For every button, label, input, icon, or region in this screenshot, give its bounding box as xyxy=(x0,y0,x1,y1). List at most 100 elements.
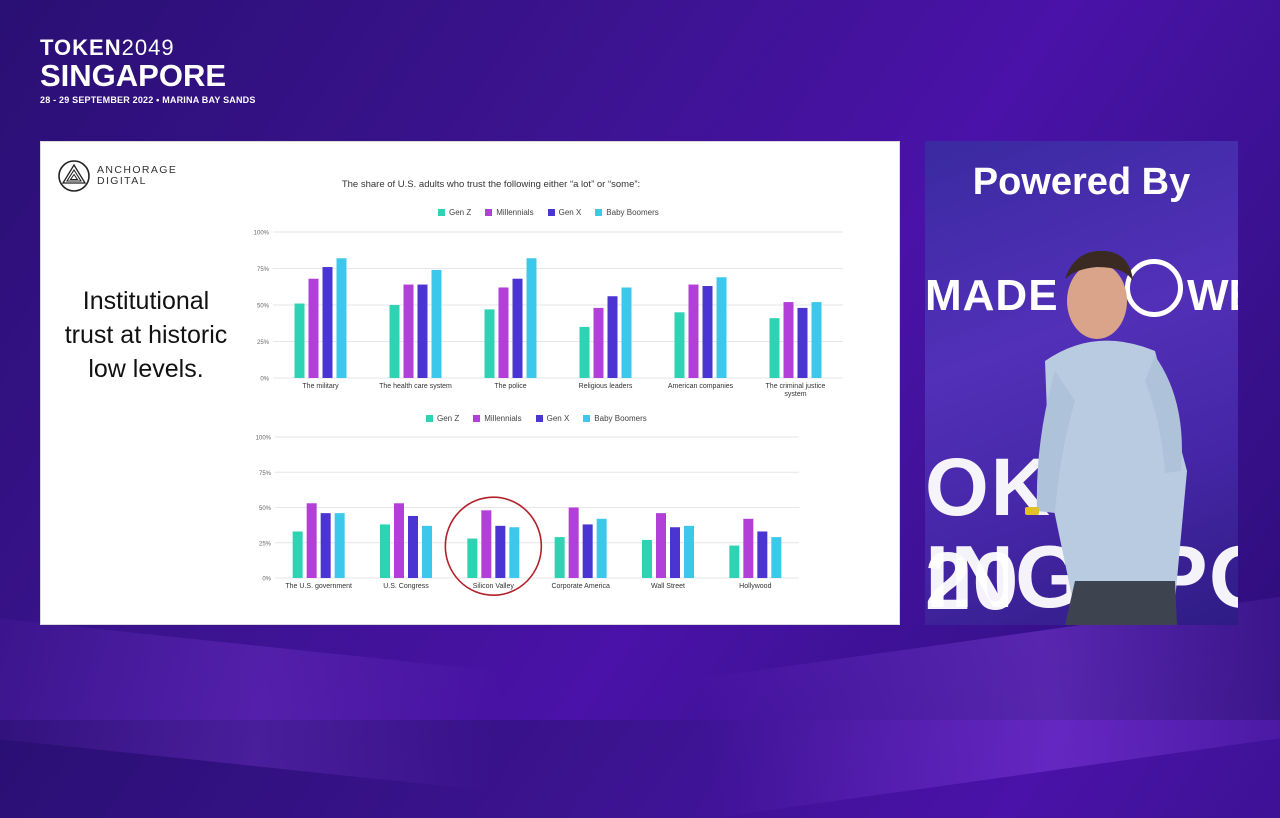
chart1-y-tick-label: 25% xyxy=(257,340,270,346)
legend-swatch xyxy=(535,415,543,422)
legend-item: Gen Z xyxy=(426,414,459,423)
chart2-bar xyxy=(467,538,478,578)
legend-label: Gen X xyxy=(546,414,570,423)
chart1-category-label: American companies xyxy=(668,383,734,390)
chart1-category-label: system xyxy=(784,391,806,398)
legend-swatch xyxy=(426,415,433,422)
legend-label: Gen Z xyxy=(449,208,472,217)
anchorage-logo: ANCHORAGE DIGITAL xyxy=(58,160,177,192)
chart2-category-label: Wall Street xyxy=(651,583,685,590)
chart2-bar xyxy=(729,545,740,578)
speaker-figure xyxy=(1025,250,1187,625)
chart1-bar xyxy=(308,278,319,378)
chart2-bar xyxy=(743,518,754,578)
anchorage-mark-icon xyxy=(58,160,90,192)
chart1-bar xyxy=(294,303,305,378)
legend-item: Baby Boomers xyxy=(595,208,659,217)
chart2-y-tick-label: 75% xyxy=(259,471,272,477)
legend-label: Baby Boomers xyxy=(606,208,659,217)
chart2-bar xyxy=(771,537,782,578)
chart2-category-label: U.S. Congress xyxy=(383,583,429,590)
chart1-bar xyxy=(716,277,727,378)
chart1-bar xyxy=(811,302,822,378)
chart2-bar xyxy=(757,531,768,578)
chart2-bar xyxy=(334,513,345,578)
chart2-category-label: Corporate America xyxy=(551,583,609,590)
chart1-bar xyxy=(526,258,537,378)
chart1-bar xyxy=(783,302,794,378)
slide-headline: Institutional trust at historic low leve… xyxy=(64,287,228,383)
chart2-category-label: Hollywood xyxy=(739,583,771,590)
chart2-bar xyxy=(554,537,565,578)
legend-item: Baby Boomers xyxy=(583,414,647,423)
chart1-bar xyxy=(389,305,400,378)
chart1-bar xyxy=(431,269,442,378)
legend-label: Gen Z xyxy=(437,414,460,423)
background-stripe xyxy=(0,608,505,792)
event-name-text: TOKEN xyxy=(40,35,122,60)
chart1-bar xyxy=(593,307,604,378)
chart1-y-tick-label: 100% xyxy=(254,231,270,237)
chart1-bar xyxy=(336,258,347,378)
legend-item: Millennials xyxy=(485,208,534,217)
legend-swatch xyxy=(438,209,445,216)
chart1-bar xyxy=(403,284,414,378)
chart1-bar xyxy=(579,326,590,378)
chart2-bar xyxy=(408,515,418,578)
chart1-category-label: The health care system xyxy=(379,383,452,390)
chart1-bar xyxy=(797,307,808,378)
legend-label: Millennials xyxy=(484,414,522,423)
event-name: TOKEN2049 xyxy=(40,36,256,60)
chart1-y-tick-label: 75% xyxy=(257,267,270,273)
presentation-slide: ANCHORAGE DIGITAL Institutional trust at… xyxy=(40,141,900,625)
chart2-category-label: The U.S. government xyxy=(285,583,352,590)
chart2-y-tick-label: 100% xyxy=(256,436,272,442)
legend-item: Gen X xyxy=(535,414,570,423)
legend-label: Gen X xyxy=(558,208,582,217)
chart2-y-tick-label: 50% xyxy=(259,506,272,512)
chart2-bar xyxy=(509,527,520,578)
sponsor-text-left: MADE xyxy=(925,271,1059,320)
chart1-category-label: Religious leaders xyxy=(579,383,633,390)
chart2-bar xyxy=(582,524,593,578)
chart2-bar xyxy=(656,513,666,578)
chart2-bar xyxy=(320,513,331,578)
chart1-bar xyxy=(621,287,632,378)
chart2-category-label: Silicon Valley xyxy=(473,583,515,590)
chart2-bar xyxy=(292,531,303,578)
bar-charts: 0% 25% 50% 75% 100% The military The health ca… xyxy=(254,231,843,597)
legend-swatch xyxy=(595,209,603,216)
chart2-bar xyxy=(684,525,694,578)
chart-legend-bottom: Gen Z Millennials Gen X Baby Boomers xyxy=(426,414,647,423)
chart2-bar xyxy=(306,503,317,578)
chart2-bar xyxy=(422,525,432,578)
sponsor-ring-icon xyxy=(1125,259,1183,317)
chart1-bar xyxy=(702,286,713,378)
legend-label: Baby Boomers xyxy=(594,414,647,423)
legend-swatch xyxy=(547,209,555,216)
sponsor-text-right: WE xyxy=(1187,271,1238,320)
chart1-bar xyxy=(322,267,333,378)
chart2-bar xyxy=(380,524,390,578)
chart1-category-label: The military xyxy=(302,383,339,390)
legend-label: Millennials xyxy=(496,208,534,217)
brand-line2: DIGITAL xyxy=(97,175,147,187)
chart2-bar xyxy=(642,539,652,578)
chart2-bar xyxy=(394,503,404,578)
legend-item: Gen Z xyxy=(438,208,471,217)
legend-swatch xyxy=(583,415,591,422)
chart1-bar xyxy=(688,284,699,378)
chart1-bar xyxy=(417,284,428,378)
chart-title: The share of U.S. adults who trust the f… xyxy=(341,179,641,190)
brand-line1: ANCHORAGE xyxy=(97,164,178,176)
highlight-circle xyxy=(444,496,543,597)
chart2-y-tick-label: 25% xyxy=(259,541,272,547)
legend-swatch xyxy=(473,415,481,422)
chart1-y-tick-label: 0% xyxy=(260,377,269,383)
powered-by-label: Powered By xyxy=(972,161,1191,203)
chart1-y-tick-label: 50% xyxy=(257,304,270,310)
chart-legend-top: Gen Z Millennials Gen X Baby Boomers xyxy=(438,208,659,217)
event-dates: 28 - 29 SEPTEMBER 2022 • MARINA BAY SAND… xyxy=(40,95,256,105)
chart1-bar xyxy=(607,296,618,378)
chart1-bar xyxy=(769,318,780,378)
